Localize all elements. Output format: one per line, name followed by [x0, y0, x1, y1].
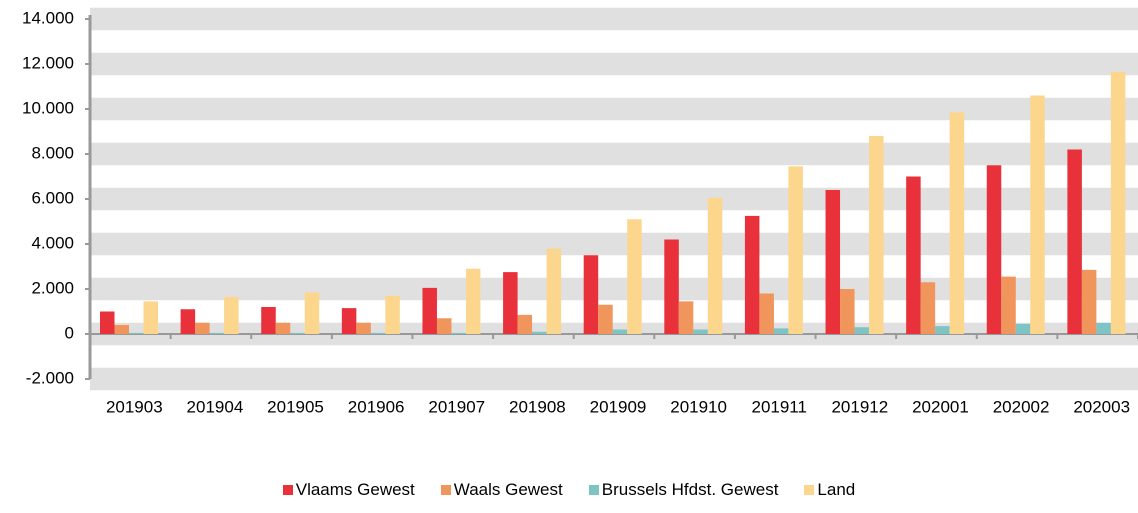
bar: [465, 268, 481, 334]
grid-band: [90, 232, 1138, 256]
x-tick-label: 201905: [267, 397, 324, 416]
bar: [612, 329, 628, 334]
x-tick-label: 201909: [590, 397, 647, 416]
legend-item: Waals Gewest: [440, 480, 563, 500]
bar: [707, 197, 723, 334]
legend-item: Vlaams Gewest: [282, 480, 415, 500]
bar: [1015, 323, 1031, 334]
grid-band: [90, 7, 1138, 31]
bar: [854, 327, 870, 334]
y-tick-label: 8.000: [31, 143, 74, 162]
x-tick-label: 201911: [751, 397, 806, 416]
legend-swatch: [804, 485, 815, 495]
bar: [129, 332, 144, 334]
bar: [451, 332, 466, 334]
x-tick-label: 202003: [1073, 397, 1130, 416]
legend-label: Waals Gewest: [453, 480, 563, 499]
bar: [143, 301, 158, 334]
bar: [788, 166, 803, 334]
bar: [949, 112, 965, 334]
x-tick-label: 201908: [509, 397, 566, 416]
bar: [627, 219, 642, 334]
x-tick-label: 202001: [912, 397, 969, 416]
bar: [1001, 276, 1016, 334]
grid-band: [90, 277, 1138, 301]
bar: [114, 325, 129, 334]
bar: [869, 136, 884, 334]
bar: [546, 248, 562, 334]
bar: [304, 292, 320, 334]
grid-band: [90, 367, 1138, 391]
bar: [825, 190, 841, 334]
bar: [224, 296, 239, 334]
bar: [341, 308, 357, 334]
grid-band: [90, 142, 1138, 166]
y-tick-label: -2.000: [26, 368, 74, 387]
bar: [664, 239, 679, 334]
legend: Vlaams Gewest Waals Gewest Brussels Hfdst.…: [0, 480, 1138, 500]
grid-band: [90, 187, 1138, 211]
y-tick-label: 6.000: [31, 188, 74, 207]
y-tick-label: 14.000: [22, 8, 74, 27]
y-tick-label: 12.000: [22, 53, 74, 72]
bar: [517, 314, 533, 334]
x-tick-label: 201910: [670, 397, 727, 416]
legend-item: Land: [804, 480, 855, 500]
x-tick-label: 201903: [106, 397, 163, 416]
bar: [693, 329, 708, 334]
x-tick-label: 201912: [831, 397, 888, 416]
bar: [744, 215, 760, 334]
chart: -2.000 0 2.000 4.000 6.000 8.000 10.000 12.000 1…: [22, 7, 1138, 416]
legend-label: Land: [817, 480, 856, 499]
y-tick-label: 0: [65, 323, 74, 342]
bar: [356, 322, 371, 334]
bar: [1030, 95, 1045, 334]
grid-band: [90, 97, 1138, 121]
legend-label: Brussels Hfdst. Gewest: [601, 480, 779, 499]
bar: [532, 331, 547, 334]
bar: [1081, 269, 1097, 334]
bar: [100, 311, 115, 334]
bar: [906, 176, 921, 334]
bar: [1067, 149, 1082, 334]
bar: [385, 295, 400, 334]
bar: [598, 304, 613, 334]
bar: [1096, 322, 1111, 334]
bar: [209, 332, 225, 334]
bar: [840, 289, 855, 334]
bar: [290, 332, 305, 334]
bar: [195, 322, 210, 334]
bar: [1110, 71, 1126, 334]
bar: [370, 332, 386, 334]
bar: [920, 282, 936, 334]
x-tick-label: 201906: [348, 397, 405, 416]
bar: [180, 309, 196, 334]
x-tick-label: 202002: [993, 397, 1050, 416]
bar: [503, 272, 518, 334]
bar: [275, 322, 291, 334]
legend-swatch: [440, 485, 451, 495]
bar: [261, 307, 276, 334]
legend-item: Brussels Hfdst. Gewest: [588, 480, 779, 500]
bar: [583, 255, 599, 334]
y-tick-label: 10.000: [22, 98, 74, 117]
bar: [759, 293, 774, 334]
x-tick-label: 201904: [187, 397, 244, 416]
bar: [678, 301, 694, 334]
bar: [935, 326, 950, 334]
legend-swatch: [588, 485, 599, 495]
bar: [436, 318, 452, 334]
bar: [986, 165, 1002, 334]
bar: [773, 328, 789, 334]
legend-label: Vlaams Gewest: [295, 480, 415, 499]
bar: [422, 287, 437, 334]
x-tick-label: 201907: [428, 397, 485, 416]
y-tick-label: 2.000: [31, 278, 74, 297]
y-tick-label: 4.000: [31, 233, 74, 252]
legend-swatch: [282, 485, 293, 495]
grid-band: [90, 52, 1138, 76]
